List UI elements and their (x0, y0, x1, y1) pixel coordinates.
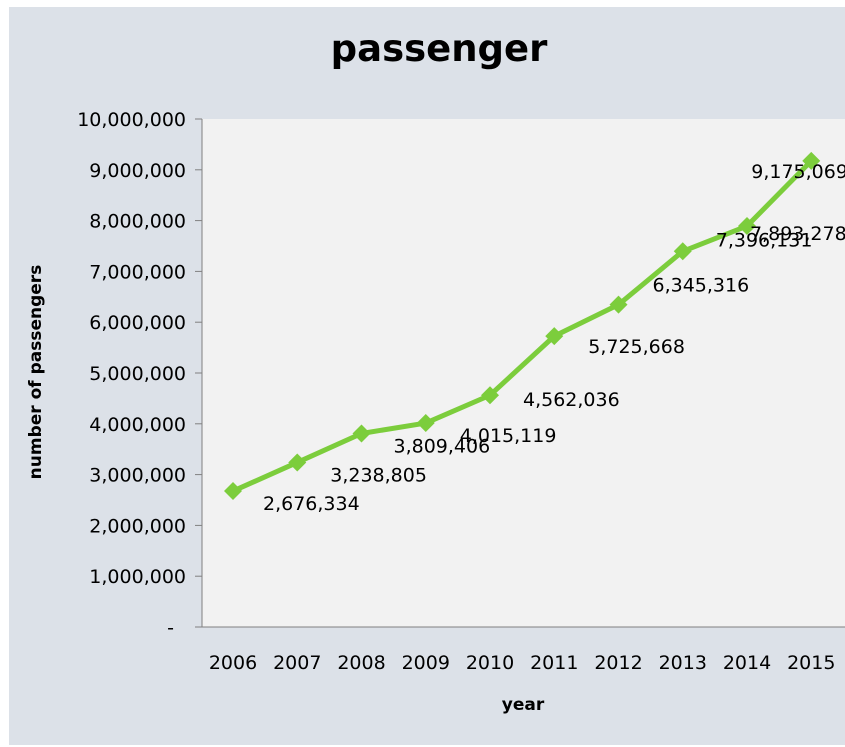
x-axis-title: year (502, 695, 545, 715)
data-label: 3,238,805 (330, 464, 427, 486)
data-point-marker (288, 453, 307, 472)
data-label: 9,175,069 (751, 161, 845, 183)
data-point-marker (224, 482, 242, 501)
data-label: 4,015,119 (460, 425, 557, 447)
data-point-marker (673, 242, 692, 261)
x-tick-label: 2010 (466, 652, 514, 674)
y-axis-ticks: - 1,000,000 2,000,000 3,000,000 4,000,000 5,0… (77, 109, 202, 639)
data-label: 7,893,278 (750, 223, 845, 245)
x-tick-label: 2013 (659, 652, 707, 674)
y-tick-label: 4,000,000 (89, 414, 186, 436)
y-tick-label: 3,000,000 (89, 465, 186, 487)
x-tick-label: 2007 (273, 652, 321, 674)
y-tick-label: 2,000,000 (89, 515, 186, 537)
y-tick-label: 10,000,000 (77, 109, 186, 131)
x-tick-label: 2006 (209, 652, 257, 674)
data-point-marker (738, 217, 756, 236)
x-tick-label: 2012 (594, 652, 642, 674)
x-tick-label: 2009 (402, 652, 450, 674)
x-tick-label: 2015 (787, 652, 835, 674)
y-tick-label: 9,000,000 (89, 160, 186, 182)
y-tick-label: - (167, 617, 174, 639)
data-label: 6,345,316 (653, 275, 750, 297)
data-label: 3,809,406 (394, 435, 491, 457)
y-axis-title: number of passengers (26, 265, 46, 480)
data-point-marker (609, 295, 628, 314)
x-axis-ticks: 2006 2007 2008 2009 2010 2011 2012 2013 2014 2015 (209, 652, 836, 674)
data-point-marker (545, 327, 564, 346)
data-label: 2,676,334 (263, 493, 360, 515)
x-tick-label: 2008 (337, 652, 385, 674)
data-label: 4,562,036 (523, 389, 620, 411)
plot-area (202, 119, 845, 627)
data-label: 5,725,668 (588, 336, 685, 358)
data-point-marker (481, 386, 499, 405)
y-tick-label: 1,000,000 (89, 566, 186, 588)
y-tick-label: 6,000,000 (89, 312, 186, 334)
series-markers (224, 151, 821, 501)
series-line (231, 159, 814, 494)
y-tick-label: 8,000,000 (89, 211, 186, 233)
chart-title: passenger (330, 27, 548, 70)
y-tick-label: 7,000,000 (89, 261, 186, 283)
x-tick-label: 2014 (723, 652, 771, 674)
data-point-marker (352, 424, 371, 443)
data-point-marker (802, 151, 821, 170)
x-tick-label: 2011 (530, 652, 578, 674)
data-point-marker (416, 414, 435, 433)
y-tick-label: 5,000,000 (89, 363, 186, 385)
data-label: 7,396,131 (716, 229, 813, 251)
